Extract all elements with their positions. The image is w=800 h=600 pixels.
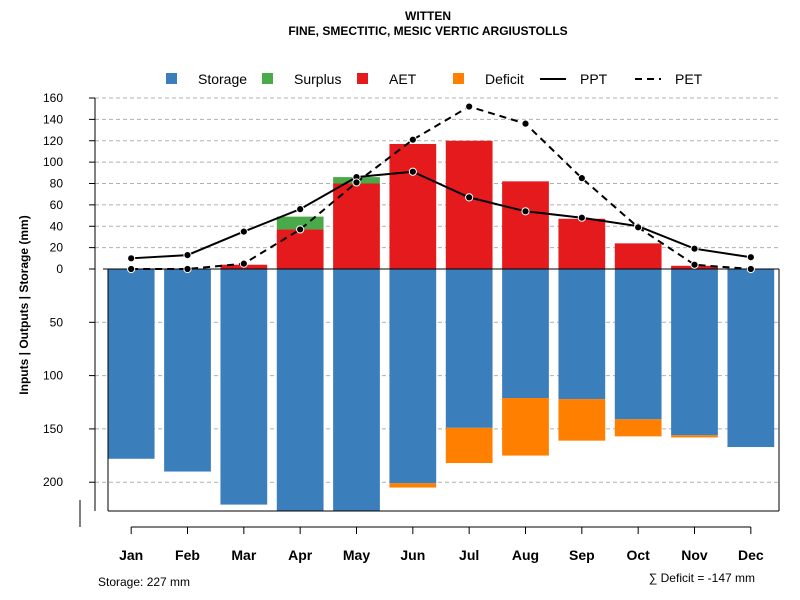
bars: [107, 140, 775, 511]
pet-point-sep: [577, 174, 586, 183]
deficit-footnote: ∑ Deficit = -147 mm: [649, 571, 755, 585]
deficit-bar-jun: [389, 483, 437, 488]
legend-label-surplus: Surplus: [294, 71, 341, 87]
legend-label-aet: AET: [389, 71, 417, 87]
y-tick-label: 100: [43, 155, 63, 169]
aet-bar-jun: [389, 143, 437, 269]
x-tick-label-oct: Oct: [626, 547, 650, 563]
legend-label-pet: PET: [675, 71, 703, 87]
deficit-bar-oct: [614, 419, 662, 437]
legend-swatch-deficit: [453, 73, 464, 84]
aet-bar-jul: [445, 140, 493, 269]
deficit-bar-sep: [558, 399, 606, 441]
pet-point-mar: [239, 259, 248, 268]
aet-bar-aug: [502, 181, 549, 269]
pet-point-oct: [634, 223, 643, 232]
y-tick-label: 200: [43, 475, 63, 489]
x-tick-label-jul: Jul: [459, 547, 479, 563]
y-tick-label: 60: [50, 198, 64, 212]
legend-label-ppt: PPT: [580, 71, 608, 87]
pet-point-may: [352, 178, 361, 187]
legend: Storage Surplus AET Deficit PPT PET: [166, 71, 703, 87]
x-tick-label-dec: Dec: [738, 547, 764, 563]
x-tick-label-feb: Feb: [175, 547, 200, 563]
y-tick-label: 40: [50, 219, 64, 233]
chart-title: WITTEN: [405, 9, 451, 23]
legend-swatch-surplus: [262, 73, 273, 84]
y-tick-label: 120: [43, 134, 63, 148]
x-tick-label-jun: Jun: [400, 547, 425, 563]
x-tick-label-may: May: [343, 547, 370, 563]
pet-point-dec: [746, 264, 755, 274]
y-axis-label: Inputs | Outputs | Storage (mm): [17, 215, 31, 394]
legend-swatch-aet: [357, 73, 368, 84]
ppt-point-feb: [183, 251, 192, 260]
ppt-point-aug: [521, 207, 530, 216]
legend-swatch-storage: [166, 73, 177, 84]
storage-bar-aug: [502, 269, 549, 398]
storage-bar-jan: [107, 269, 155, 459]
ppt-point-jun: [408, 167, 417, 176]
ppt-point-jan: [127, 254, 136, 263]
storage-bar-mar: [220, 269, 268, 505]
aet-bar-apr: [276, 229, 324, 269]
storage-footnote: Storage: 227 mm: [98, 575, 190, 589]
deficit-bar-nov: [671, 435, 718, 438]
x-tick-label-apr: Apr: [288, 547, 313, 563]
legend-label-storage: Storage: [198, 71, 247, 87]
deficit-bar-jul: [445, 427, 493, 464]
storage-bar-nov: [671, 269, 718, 436]
ppt-point-sep: [577, 213, 586, 222]
plot-frame: [103, 268, 780, 512]
pet-point-nov: [690, 260, 699, 269]
aet-bar-oct: [614, 243, 662, 269]
pet-point-aug: [521, 119, 530, 128]
storage-bar-sep: [558, 269, 606, 400]
pet-point-feb: [183, 264, 192, 274]
ppt-point-jul: [465, 193, 474, 202]
storage-bar-jul: [445, 269, 493, 428]
ppt-point-dec: [746, 253, 755, 262]
deficit-bar-aug: [502, 397, 549, 456]
y-tick-label: 80: [50, 177, 64, 191]
ppt-point-mar: [239, 227, 248, 236]
y-tick-label: 150: [43, 422, 63, 436]
storage-bar-dec: [727, 269, 775, 448]
x-tick-label-mar: Mar: [231, 547, 256, 563]
storage-bar-feb: [164, 269, 211, 472]
axes: 0 20 40 60 80 100 120 140 160 50 100 150 200 Jan Feb Ma…: [43, 91, 764, 563]
series-lines: [127, 102, 755, 274]
y-tick-label: 140: [43, 112, 63, 126]
x-tick-label-sep: Sep: [569, 547, 595, 563]
pet-point-jan: [127, 264, 136, 274]
ppt-line: [131, 170, 751, 260]
y-tick-label: 0: [56, 262, 63, 276]
y-tick-label: 100: [43, 369, 63, 383]
legend-label-deficit: Deficit: [485, 71, 524, 87]
aet-bar-sep: [558, 218, 606, 269]
x-tick-label-aug: Aug: [512, 547, 539, 563]
y-tick-label: 50: [50, 315, 64, 329]
y-tick-label: 160: [43, 91, 63, 105]
storage-bar-apr: [276, 269, 324, 511]
ppt-point-nov: [690, 244, 699, 253]
x-tick-label-nov: Nov: [681, 547, 708, 563]
pet-point-apr: [296, 225, 305, 234]
aet-bar-may: [333, 183, 380, 269]
ppt-point-apr: [296, 205, 305, 214]
storage-bar-may: [333, 269, 380, 511]
x-tick-label-jan: Jan: [119, 547, 143, 563]
chart-subtitle: FINE, SMECTITIC, MESIC VERTIC ARGIUSTOLL…: [288, 24, 567, 38]
pet-point-jul: [465, 102, 474, 111]
y-tick-label: 20: [50, 241, 64, 255]
storage-bar-jun: [389, 269, 437, 484]
storage-bar-oct: [614, 269, 662, 420]
pet-point-jun: [408, 135, 417, 144]
